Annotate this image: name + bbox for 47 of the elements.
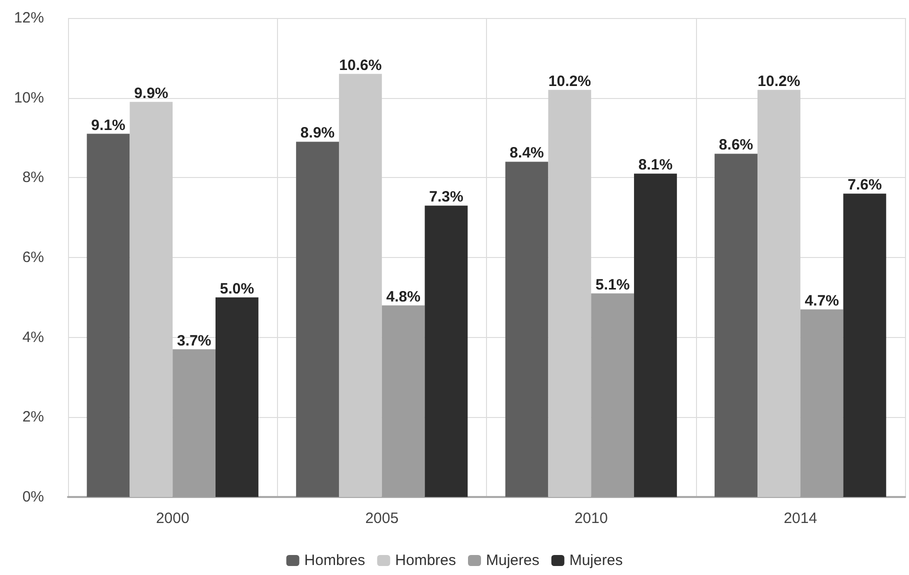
data-label: 3.7% [176, 332, 212, 350]
data-label: 4.8% [386, 288, 420, 306]
x-tick-label: 2005 [365, 510, 399, 527]
bar [505, 162, 548, 497]
bar [424, 206, 468, 497]
y-tick-label: 0% [22, 488, 44, 506]
y-tick-label: 8% [22, 169, 44, 186]
bar [338, 74, 382, 497]
legend-label: Hombres [304, 552, 366, 569]
data-label: 9.1% [91, 116, 126, 134]
data-label: 10.2% [758, 72, 800, 90]
data-label: 5.0% [220, 280, 254, 298]
y-tick-label: 12% [14, 10, 44, 26]
data-label: 7.6% [848, 176, 882, 194]
y-tick-label: 2% [22, 408, 44, 426]
data-label: 7.3% [429, 188, 464, 206]
data-label: 10.2% [548, 72, 591, 90]
legend-label: Mujeres [569, 552, 623, 569]
x-tick-label: 2000 [156, 510, 190, 527]
data-label: 8.9% [300, 124, 335, 142]
y-tick-label: 6% [22, 249, 44, 266]
data-label: 5.1% [595, 276, 630, 294]
bar [216, 297, 258, 497]
data-label: 4.7% [804, 292, 839, 310]
bar [634, 174, 677, 497]
bar [714, 154, 758, 497]
bar [296, 142, 339, 497]
data-label: 9.9% [134, 84, 168, 102]
bar [172, 349, 216, 497]
legend-label: Hombres [395, 552, 456, 569]
bar [86, 134, 130, 497]
bar [800, 309, 844, 497]
bar [757, 90, 800, 497]
x-tick-label: 2010 [574, 510, 608, 527]
y-tick-label: 10% [14, 89, 44, 106]
x-tick-label: 2014 [784, 510, 818, 527]
data-label: 10.6% [339, 56, 382, 74]
data-label: 8.4% [510, 144, 544, 162]
bar [130, 102, 173, 497]
legend-label: Mujeres [486, 552, 540, 569]
bar [548, 90, 592, 497]
data-label: 8.1% [638, 156, 673, 174]
data-label: 8.6% [718, 136, 754, 154]
y-tick-label: 4% [22, 328, 44, 346]
bar [591, 293, 634, 497]
bar [843, 194, 886, 497]
bar [382, 305, 425, 497]
